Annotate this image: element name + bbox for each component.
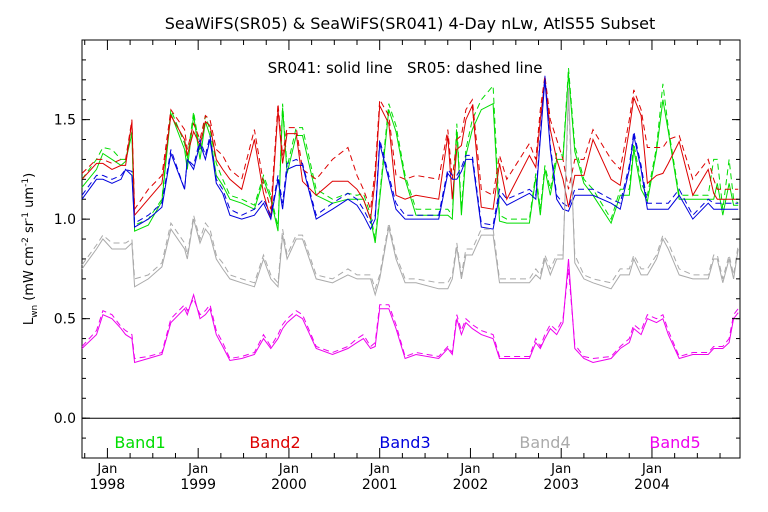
series-band1-sr041-line (81, 73, 739, 244)
x-tick-year-label: 2004 (634, 477, 670, 493)
y-label-part4: ) (22, 173, 37, 178)
series-band2-sr041-line (81, 79, 739, 220)
series-band5 (81, 258, 739, 364)
chart-title: SeaWiFS(SR05) & SeaWiFS(SR041) 4-Day nLw… (165, 14, 656, 33)
series-band2-sr05-line (81, 75, 739, 211)
series-band1-sr05-line (81, 67, 739, 240)
series-band4-sr041-line (81, 87, 739, 297)
x-tick-month-label: Jan (187, 462, 208, 477)
y-tick-label: 1.5 (54, 113, 76, 129)
x-axis: Jan1998Jan1999Jan2000Jan2001Jan2002Jan20… (84, 40, 721, 493)
x-tick-year-label: 2003 (543, 477, 579, 493)
series-band5-sr041-line (81, 258, 739, 364)
legend-band1: Band1 (114, 433, 165, 452)
plot-frame (81, 39, 741, 459)
series-band3 (81, 75, 739, 231)
y-axis-label: Lwn (mW cm-2 sr-1 um-1) (21, 173, 40, 325)
x-tick-month-label: Jan (641, 462, 662, 477)
x-tick-month-label: Jan (96, 462, 117, 477)
series-band3-sr041-line (81, 79, 739, 231)
y-label-part1: (mW cm (22, 246, 37, 305)
x-tick-year-label: 2001 (362, 477, 398, 493)
y-tick-label: 1.0 (54, 212, 76, 228)
y-label-sup3: -1 (21, 178, 31, 187)
y-label-sup1: -2 (21, 237, 31, 246)
y-tick-label: 0.5 (54, 312, 76, 328)
y-label-part2: sr (22, 220, 37, 237)
plot-border (81, 39, 741, 459)
chart-subtitle: SR041: solid line SR05: dashed line (268, 59, 543, 77)
legend-band2: Band2 (249, 433, 300, 452)
series-band1 (81, 67, 739, 244)
x-tick-year-label: 1998 (90, 477, 126, 493)
series-band4 (81, 87, 739, 297)
series-layer (81, 67, 739, 364)
y-label-part3: um (22, 187, 37, 212)
y-label-main: L (22, 317, 37, 325)
y-label-sup2: -1 (21, 212, 31, 221)
legend-band4: Band4 (519, 433, 570, 452)
legend-band3: Band3 (379, 433, 430, 452)
x-tick-month-label: Jan (369, 462, 390, 477)
legend: Band1 Band2 Band3 Band4 Band5 (114, 433, 700, 452)
series-band2 (81, 75, 739, 220)
series-band3-sr05-line (81, 75, 739, 226)
x-tick-year-label: 1999 (180, 477, 216, 493)
y-tick-label: 0.0 (54, 411, 76, 427)
x-tick-year-label: 2002 (453, 477, 489, 493)
x-tick-month-label: Jan (550, 462, 571, 477)
legend-band5: Band5 (649, 433, 700, 452)
y-label-sub: wn (30, 305, 40, 318)
x-tick-month-label: Jan (278, 462, 299, 477)
x-tick-year-label: 2000 (271, 477, 307, 493)
x-tick-month-label: Jan (459, 462, 480, 477)
y-axis: 0.0 0.5 1.0 1.5 (54, 59, 740, 439)
